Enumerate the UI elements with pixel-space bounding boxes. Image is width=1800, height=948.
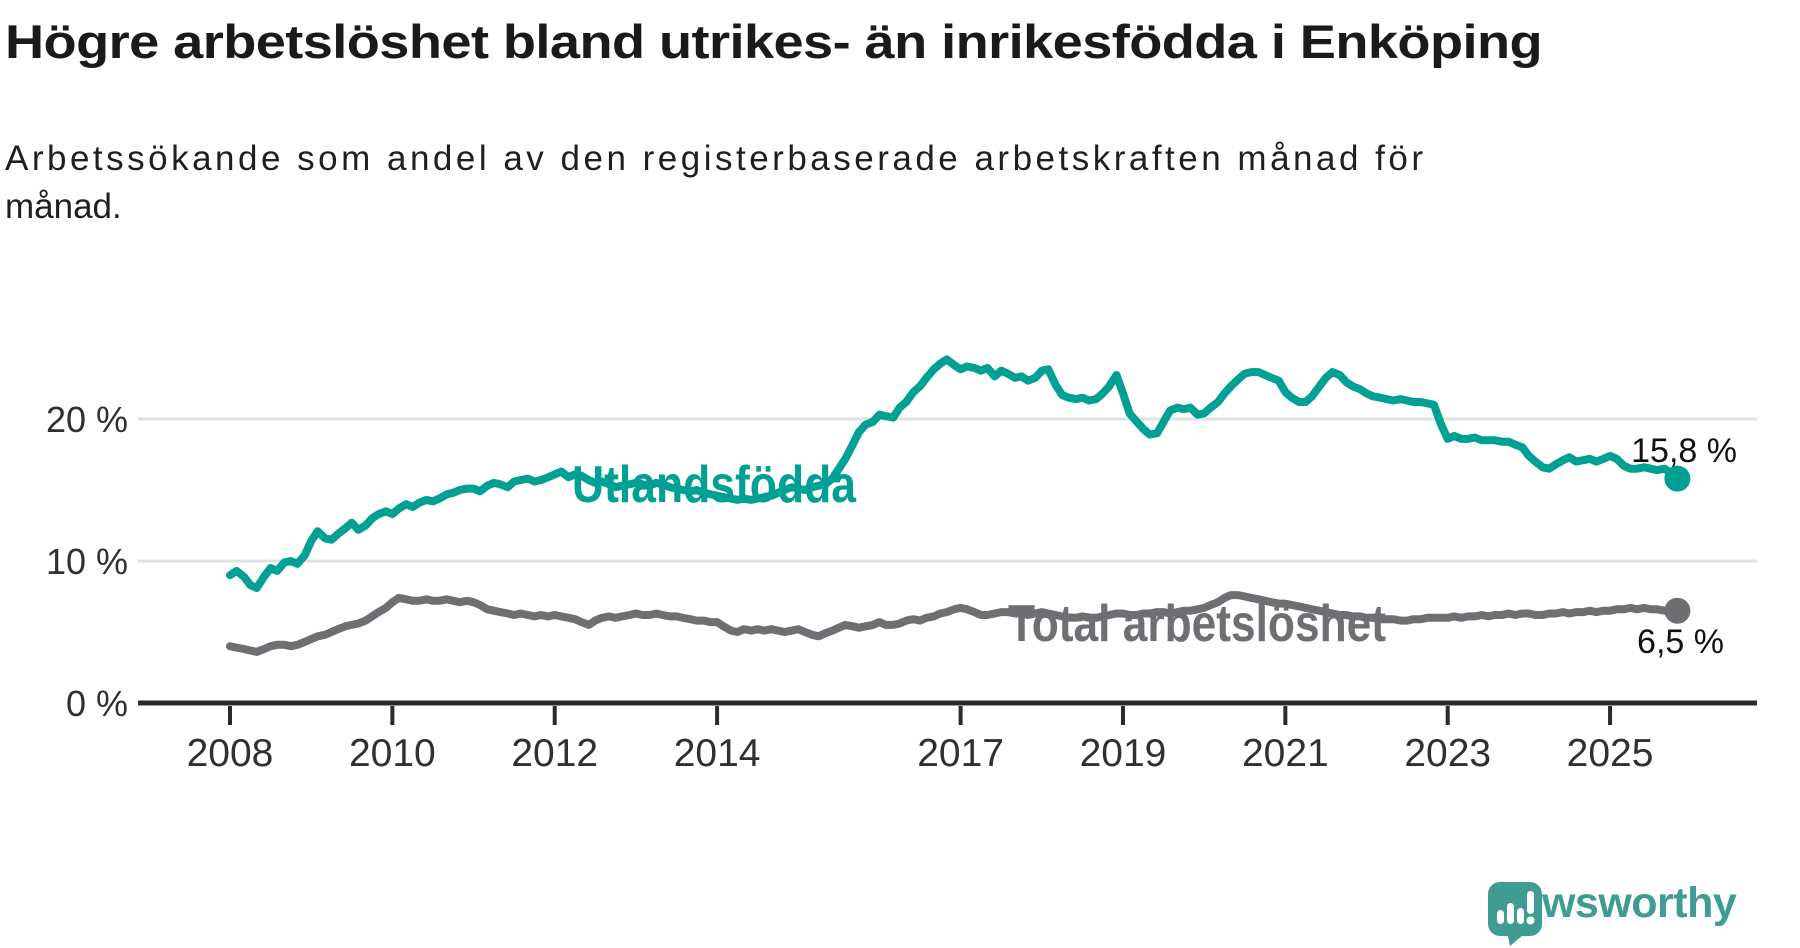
bar-1	[1497, 910, 1504, 924]
x-tick-label: 2014	[674, 732, 761, 775]
speech-bubble-shape	[1488, 882, 1542, 946]
chart-title: Högre arbetslöshet bland utrikes- än inr…	[5, 15, 1542, 68]
x-tick-label: 2025	[1567, 732, 1654, 775]
y-tick-label: 10 %	[46, 541, 128, 582]
newsworthy-logo: Newsworthy	[1488, 882, 1737, 946]
newsworthy-speech-bubble-icon	[1488, 882, 1542, 946]
utlandsfodda-end-value-label: 15,8 %	[1631, 432, 1737, 470]
y-tick-label: 20 %	[46, 399, 128, 440]
chart-subtitle-line2: månad.	[5, 187, 122, 226]
bar-2	[1507, 903, 1514, 924]
utlandsfodda-line	[226, 355, 1682, 592]
total-arbetsloshet-series-label: Total arbetslöshet	[1008, 595, 1386, 653]
x-tick-label: 2010	[349, 732, 436, 775]
utlandsfodda-end-dot	[1664, 465, 1691, 492]
chart-subtitle-line1: Arbetssökande som andel av den registerb…	[5, 139, 1423, 178]
total-arbetsloshet-end-dot	[1664, 597, 1691, 624]
x-tick-label: 2019	[1080, 732, 1167, 775]
bar-3	[1517, 908, 1524, 924]
x-tick-label: 2021	[1242, 732, 1329, 775]
x-tick-label: 2012	[511, 732, 598, 775]
total-arbetsloshet-line	[226, 591, 1682, 656]
y-tick-label: 0 %	[66, 683, 128, 724]
x-axis-ticks: 2008 2010 2012 2014 2017 2019 2021 2023 2025	[187, 706, 1654, 775]
x-tick-label: 2017	[917, 732, 1004, 775]
utlandsfodda-series-label: Utlandsfödda	[572, 456, 857, 514]
x-tick-label: 2023	[1404, 732, 1491, 775]
y-axis-labels: 0 % 10 % 20 %	[46, 399, 128, 724]
exclamation-bar	[1527, 891, 1534, 914]
exclamation-dot	[1526, 916, 1535, 925]
gridlines	[138, 417, 1757, 563]
total-arbetsloshet-end-value-label: 6,5 %	[1637, 623, 1724, 661]
x-tick-label: 2008	[187, 732, 274, 775]
